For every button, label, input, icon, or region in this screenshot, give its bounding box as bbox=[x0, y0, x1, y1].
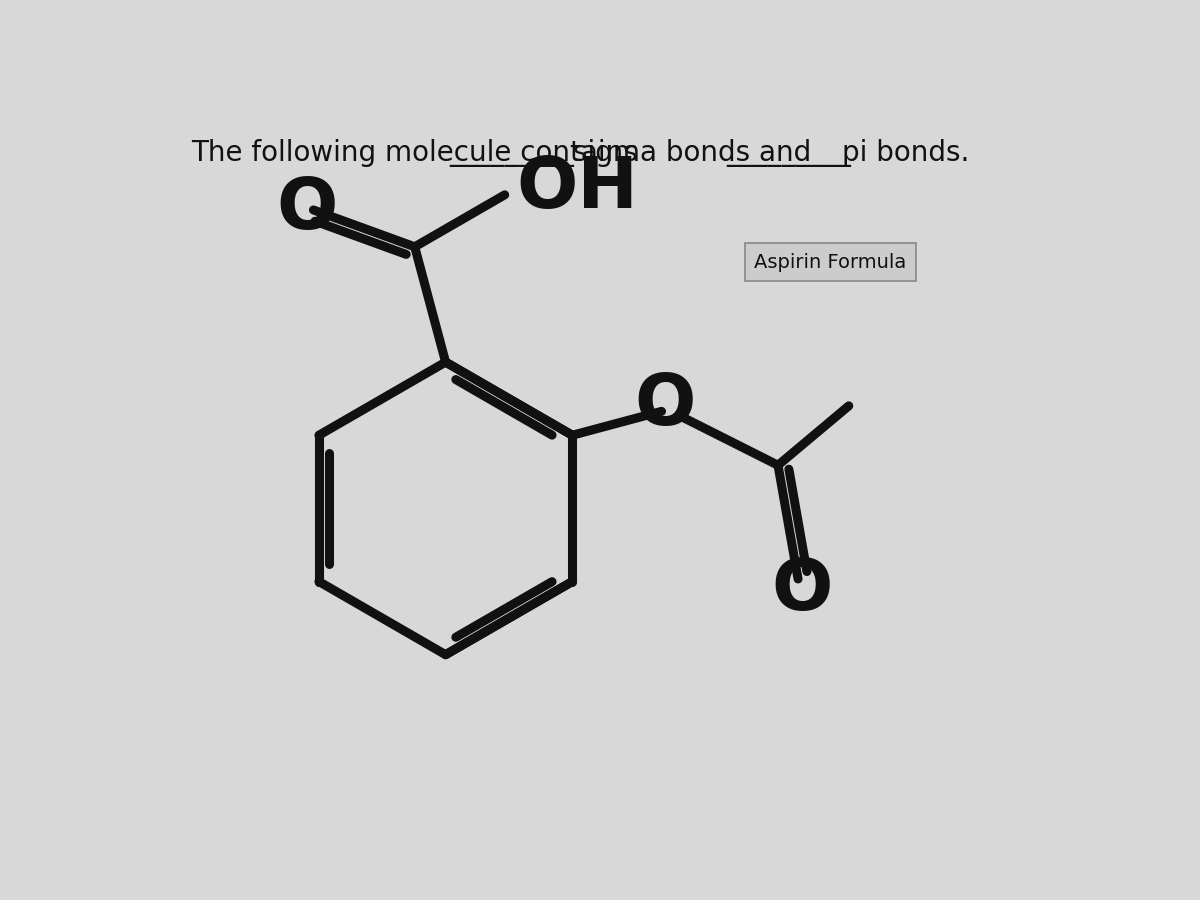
Text: O: O bbox=[635, 371, 696, 440]
Text: sigma bonds and: sigma bonds and bbox=[572, 139, 811, 166]
Text: O: O bbox=[772, 556, 833, 625]
Text: _________: _________ bbox=[727, 139, 852, 166]
Text: OH: OH bbox=[516, 154, 638, 223]
Text: The following molecule contains: The following molecule contains bbox=[192, 139, 638, 166]
Text: _________: _________ bbox=[450, 139, 575, 166]
Text: Aspirin Formula: Aspirin Formula bbox=[755, 253, 907, 272]
Text: O: O bbox=[276, 176, 338, 245]
Text: pi bonds.: pi bonds. bbox=[842, 139, 970, 166]
